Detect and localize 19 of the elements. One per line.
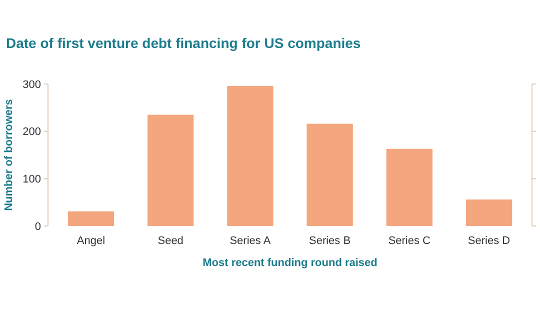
x-tick-label: Seed [158, 235, 184, 247]
x-tick-label: Series C [388, 235, 431, 247]
x-axis-title: Most recent funding round raised [202, 257, 378, 269]
bar [386, 148, 432, 226]
x-tick-label: Series D [468, 235, 510, 247]
x-tick-label: Angel [76, 235, 106, 247]
y-tick-label: 300 [22, 78, 41, 91]
y-tick-label: 0 [34, 220, 41, 233]
chart-title: Date of first venture debt financing for US companies [6, 35, 361, 51]
bar [306, 124, 353, 226]
y-axis-title: Number of borrowers [3, 99, 15, 211]
y-tick-label: 200 [22, 126, 41, 138]
bar [227, 86, 274, 226]
y-tick-label: 100 [22, 174, 41, 186]
bar [148, 114, 194, 226]
bar [466, 199, 512, 226]
x-tick-label: Series B [309, 235, 351, 247]
x-tick-label: Series A [230, 235, 272, 247]
bar [68, 211, 114, 226]
